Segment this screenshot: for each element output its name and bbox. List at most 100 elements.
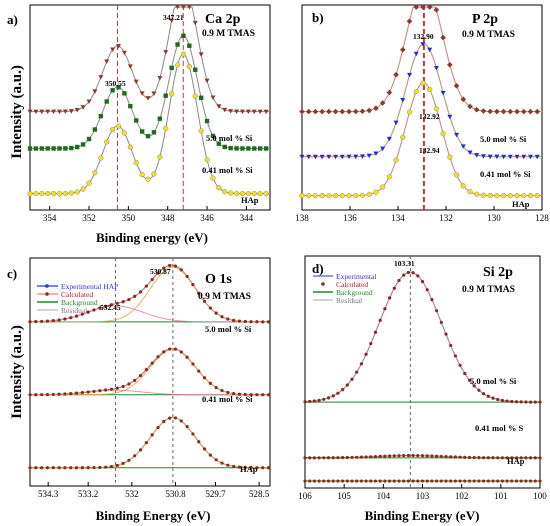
data-point — [519, 400, 523, 404]
data-point — [339, 108, 346, 115]
data-point — [477, 388, 481, 392]
data-point — [45, 146, 50, 151]
data-point — [406, 270, 410, 275]
data-point — [500, 479, 504, 483]
data-point — [373, 105, 379, 112]
x-tick-label: 346 — [200, 213, 214, 223]
data-point — [214, 458, 218, 462]
data-point — [336, 456, 340, 460]
data-point — [460, 144, 466, 149]
panel-c-x-axis-label: Binding Energy (eV) — [96, 508, 211, 523]
data-point — [51, 190, 57, 197]
data-point — [51, 466, 55, 470]
data-point — [467, 150, 473, 155]
data-point — [312, 399, 316, 403]
data-point — [533, 456, 537, 460]
data-point — [57, 146, 62, 151]
data-point — [350, 377, 354, 381]
data-point — [439, 454, 443, 459]
data-point — [524, 456, 528, 460]
data-point — [416, 274, 420, 278]
panel-a-condition: 0.9 M TMAS — [202, 29, 255, 39]
data-point — [463, 371, 467, 376]
data-point — [303, 400, 307, 404]
data-point — [317, 479, 321, 483]
data-point — [510, 479, 514, 483]
data-point — [169, 18, 175, 24]
data-point — [467, 378, 472, 382]
data-point — [494, 154, 500, 160]
x-tick-label: 103 — [416, 491, 430, 501]
data-point — [86, 310, 90, 314]
data-point — [62, 190, 69, 197]
data-point — [138, 290, 143, 294]
data-point — [110, 47, 116, 53]
data-point — [28, 393, 32, 397]
data-point — [355, 370, 359, 374]
data-point — [333, 193, 339, 199]
data-point — [473, 106, 480, 113]
data-point — [239, 109, 245, 115]
data-point — [496, 397, 500, 402]
data-point — [80, 186, 86, 192]
data-point — [150, 433, 154, 437]
data-point — [510, 456, 514, 460]
data-point — [480, 192, 487, 198]
data-point — [45, 319, 50, 323]
data-point — [261, 466, 265, 470]
data-point — [420, 280, 425, 284]
data-point — [388, 454, 392, 458]
data-point — [440, 131, 446, 137]
data-point — [407, 72, 413, 78]
data-point — [319, 154, 325, 160]
data-point — [80, 142, 86, 147]
panel-a: 354 352 350 348 346 344 a) Ca 2p 0.9 M TMAS 3… — [7, 4, 271, 245]
data-point — [500, 456, 504, 460]
panel-b-ticks: 138 136 134 132 130 128 — [295, 206, 549, 223]
data-point — [449, 343, 453, 348]
data-point — [222, 189, 228, 195]
data-point — [51, 109, 57, 115]
panel-c-sample-label: 5.0 mol % Si — [205, 324, 252, 334]
panel-c-peak-label: 532.45 — [100, 303, 121, 312]
x-tick-label: 138 — [295, 213, 309, 223]
data-point — [86, 466, 90, 470]
data-point — [430, 454, 434, 458]
panel-d-condition: 0.9 M TMAS — [462, 285, 515, 295]
data-point — [138, 373, 143, 378]
data-point — [252, 146, 257, 151]
data-point — [458, 455, 462, 459]
data-point — [233, 190, 240, 197]
data-point — [507, 108, 514, 115]
data-point — [312, 108, 319, 115]
data-point — [521, 193, 527, 199]
panel-c-title: O 1s — [205, 272, 232, 287]
data-point — [216, 185, 222, 191]
data-point — [222, 144, 227, 150]
data-point — [303, 479, 307, 483]
data-point — [69, 392, 73, 396]
panel-d-legend: Experimental Calculated Background Resid… — [313, 272, 376, 305]
panel-a-series — [27, 5, 270, 210]
data-point — [144, 441, 148, 445]
data-point — [51, 392, 55, 397]
data-point — [345, 479, 349, 483]
panel-c-series — [28, 258, 271, 486]
data-point — [228, 145, 233, 151]
data-point — [27, 109, 33, 115]
data-point — [104, 388, 108, 392]
data-point — [326, 154, 332, 160]
data-point — [364, 479, 368, 483]
data-point — [435, 309, 439, 313]
data-point — [92, 308, 96, 312]
data-point — [157, 76, 163, 81]
data-point — [261, 320, 265, 324]
data-point — [299, 108, 305, 115]
data-point — [33, 109, 39, 115]
panel-c-ticks: 534.3 533.2 532 530.8 529.7 528.5 — [38, 482, 270, 499]
data-point — [251, 109, 257, 115]
data-point — [133, 160, 139, 166]
data-point — [449, 455, 453, 459]
panel-a-label: a) — [7, 12, 18, 27]
data-point — [331, 479, 335, 483]
